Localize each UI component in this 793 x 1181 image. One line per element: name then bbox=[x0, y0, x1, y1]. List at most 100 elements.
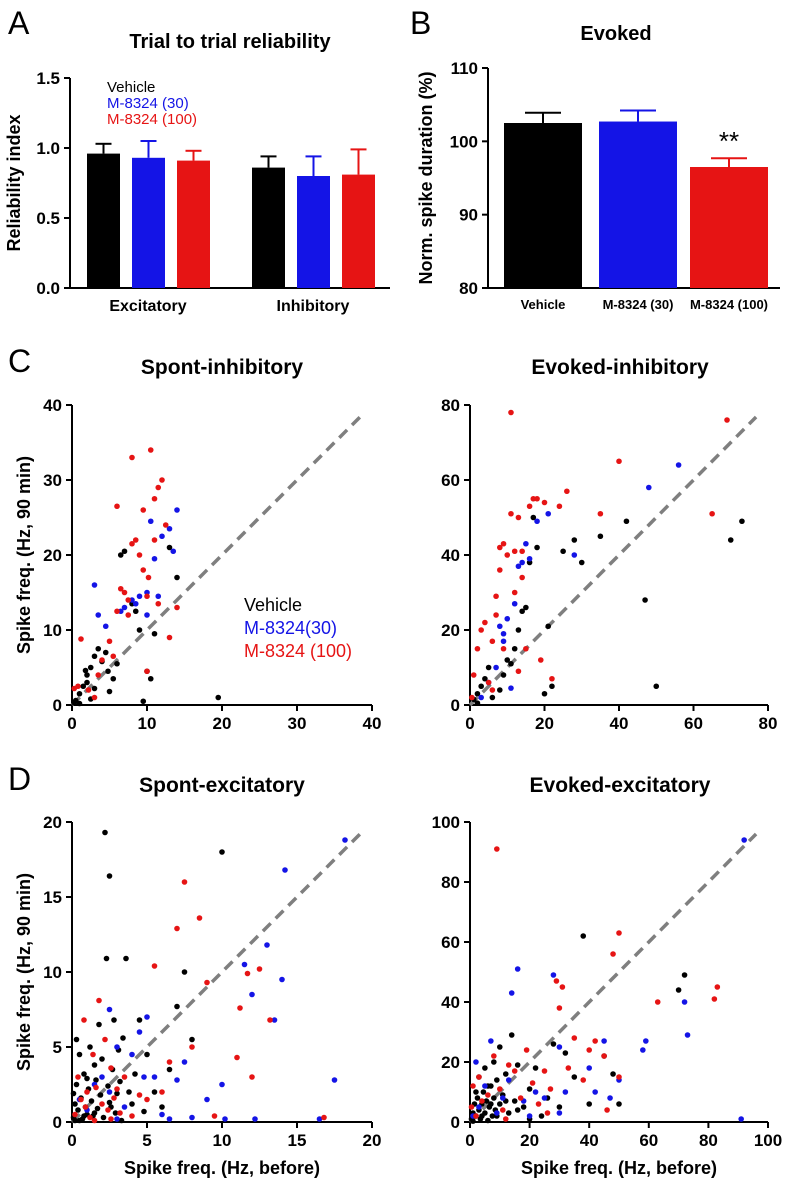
data-point bbox=[556, 1044, 563, 1050]
x-tick-label: 0 bbox=[67, 714, 76, 733]
data-point bbox=[550, 972, 557, 978]
data-point bbox=[553, 978, 560, 984]
data-point bbox=[82, 667, 89, 674]
data-point bbox=[125, 612, 132, 618]
data-point bbox=[129, 1051, 135, 1058]
data-point bbox=[282, 867, 288, 873]
x-tick-label: 100 bbox=[754, 1131, 782, 1150]
data-point bbox=[234, 1054, 240, 1061]
y-tick-label: 100 bbox=[432, 813, 460, 832]
data-point bbox=[534, 495, 540, 502]
data-point bbox=[497, 687, 503, 693]
data-point bbox=[616, 930, 622, 936]
data-point bbox=[497, 623, 503, 630]
data-point bbox=[545, 510, 552, 517]
data-point bbox=[681, 999, 688, 1005]
data-point bbox=[151, 630, 158, 637]
data-point bbox=[544, 1110, 551, 1116]
y-tick-label: 30 bbox=[43, 471, 62, 490]
x-tick-label: 40 bbox=[363, 714, 382, 733]
data-point bbox=[170, 548, 177, 555]
data-point bbox=[70, 1090, 77, 1097]
data-point bbox=[120, 1035, 126, 1041]
data-point bbox=[502, 1116, 509, 1122]
data-point bbox=[81, 1113, 87, 1119]
data-point bbox=[136, 1017, 143, 1023]
x-tick-label: 15 bbox=[288, 1131, 307, 1150]
data-point bbox=[99, 1056, 105, 1062]
data-point bbox=[724, 417, 730, 423]
legend-entry: M-8324 (100) bbox=[107, 111, 197, 128]
data-point bbox=[508, 685, 514, 691]
data-point bbox=[616, 1074, 622, 1080]
data-point bbox=[174, 1077, 180, 1083]
data-point bbox=[741, 837, 747, 843]
data-point bbox=[478, 683, 484, 690]
data-point bbox=[675, 987, 682, 993]
data-point bbox=[90, 1051, 96, 1058]
data-point bbox=[121, 589, 128, 596]
data-point bbox=[541, 499, 548, 506]
chart-title: Evoked bbox=[580, 23, 651, 45]
data-point bbox=[102, 623, 109, 630]
data-point bbox=[519, 608, 525, 615]
data-point bbox=[511, 589, 518, 596]
data-point bbox=[132, 537, 139, 543]
significance-annotation: ** bbox=[719, 126, 739, 156]
data-point bbox=[485, 664, 492, 671]
data-point bbox=[219, 1081, 225, 1088]
data-point bbox=[515, 563, 522, 570]
chart-title: Spont-inhibitory bbox=[141, 356, 303, 379]
data-point bbox=[196, 915, 203, 921]
panel-a-chart: Trial to trial reliability 0.0 0.5 1.0 1.5 Re… bbox=[4, 31, 390, 315]
panel-d-right-chart: Evoked-excitatory 0 20 40 60 80 100 0 20 40 60 80 10… bbox=[432, 774, 783, 1178]
data-point bbox=[482, 619, 488, 626]
data-point bbox=[71, 699, 78, 706]
data-point bbox=[72, 1117, 78, 1124]
data-point bbox=[110, 653, 117, 660]
panel-letter-b: B bbox=[410, 5, 431, 41]
data-point bbox=[473, 1059, 479, 1065]
data-point bbox=[76, 1117, 83, 1124]
data-point bbox=[478, 627, 484, 633]
panel-c-left-chart: Spont-inhibitory 0 10 20 30 40 Spike freq. (Hz… bbox=[14, 356, 381, 733]
data-point bbox=[532, 1065, 539, 1071]
data-point bbox=[159, 533, 165, 540]
data-point bbox=[470, 672, 477, 678]
bar bbox=[342, 174, 375, 288]
data-point bbox=[519, 548, 525, 555]
y-tick-label: 20 bbox=[43, 813, 62, 832]
x-tick-label: 5 bbox=[142, 1131, 151, 1150]
data-point bbox=[497, 567, 503, 573]
identity-line bbox=[468, 832, 758, 1124]
data-point bbox=[84, 1075, 90, 1082]
data-point bbox=[82, 1104, 89, 1110]
data-point bbox=[485, 1092, 491, 1098]
data-point bbox=[500, 638, 507, 645]
data-point bbox=[126, 1089, 132, 1095]
data-point bbox=[244, 970, 251, 977]
bar bbox=[297, 176, 330, 288]
identity-line bbox=[70, 415, 362, 707]
data-point bbox=[519, 574, 525, 581]
data-point bbox=[76, 690, 83, 697]
data-point bbox=[499, 1107, 506, 1113]
data-point bbox=[181, 969, 188, 975]
data-point bbox=[500, 630, 507, 637]
data-point bbox=[476, 1074, 482, 1080]
data-point bbox=[215, 694, 222, 701]
data-point bbox=[174, 574, 180, 581]
data-point bbox=[159, 1104, 165, 1110]
y-tick-label: 40 bbox=[441, 546, 460, 565]
data-point bbox=[514, 1107, 521, 1113]
y-tick-label: 60 bbox=[441, 933, 460, 952]
data-point bbox=[610, 951, 616, 957]
data-point bbox=[84, 672, 90, 678]
data-point bbox=[155, 484, 162, 491]
y-tick-label: 0 bbox=[53, 696, 62, 715]
data-point bbox=[511, 1098, 518, 1104]
data-point bbox=[523, 540, 529, 547]
data-point bbox=[73, 1081, 80, 1088]
data-point bbox=[106, 1089, 113, 1095]
